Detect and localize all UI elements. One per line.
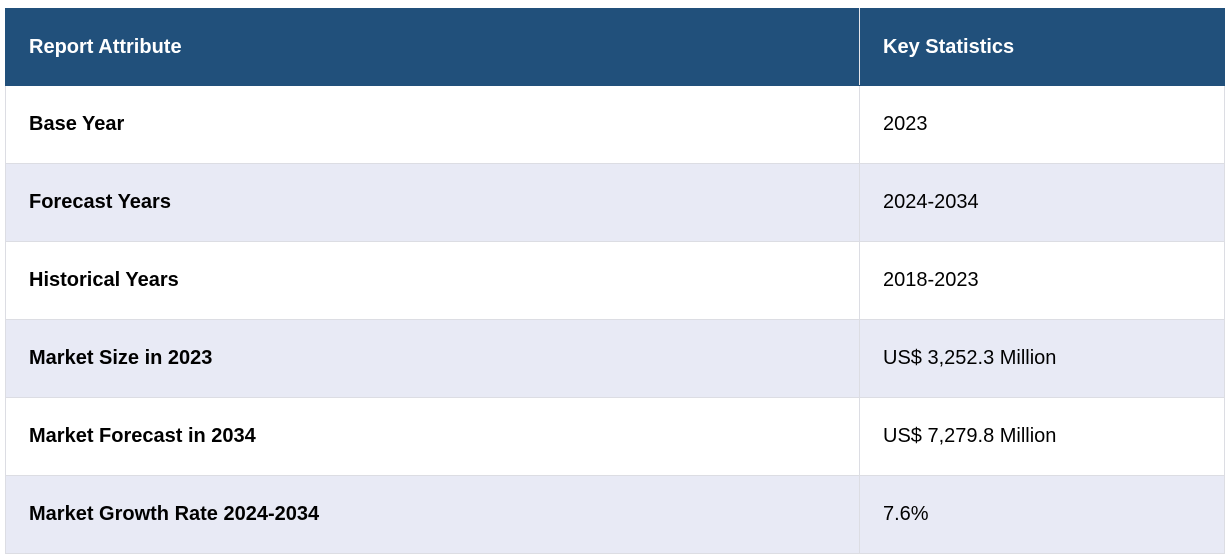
statistic-cell: 2024-2034 [859, 163, 1225, 242]
attribute-cell: Forecast Years [5, 163, 860, 242]
statistic-cell: US$ 3,252.3 Million [859, 319, 1225, 398]
table-header: Report Attribute Key Statistics [5, 8, 1225, 86]
statistic-cell: 2018-2023 [859, 241, 1225, 320]
statistic-cell: 2023 [859, 85, 1225, 164]
table-row: Market Forecast in 2034 US$ 7,279.8 Milli… [5, 397, 1225, 476]
table-row: Historical Years 2018-2023 [5, 241, 1225, 320]
attribute-cell: Market Forecast in 2034 [5, 397, 860, 476]
statistics-table: Report Attribute Key Statistics Base Yea… [5, 8, 1225, 554]
table-row: Market Size in 2023 US$ 3,252.3 Million [5, 319, 1225, 398]
statistic-cell: US$ 7,279.8 Million [859, 397, 1225, 476]
statistic-cell: 7.6% [859, 475, 1225, 554]
table-row: Market Growth Rate 2024-2034 7.6% [5, 475, 1225, 554]
table-body: Base Year 2023 Forecast Years 2024-2034 Hist… [5, 85, 1225, 554]
attribute-cell: Market Size in 2023 [5, 319, 860, 398]
header-cell: Report Attribute [5, 8, 860, 86]
attribute-cell: Market Growth Rate 2024-2034 [5, 475, 860, 554]
header-row: Report Attribute Key Statistics [5, 8, 1225, 86]
table-row: Base Year 2023 [5, 85, 1225, 164]
header-cell: Key Statistics [859, 8, 1225, 86]
attribute-cell: Base Year [5, 85, 860, 164]
table-row: Forecast Years 2024-2034 [5, 163, 1225, 242]
attribute-cell: Historical Years [5, 241, 860, 320]
